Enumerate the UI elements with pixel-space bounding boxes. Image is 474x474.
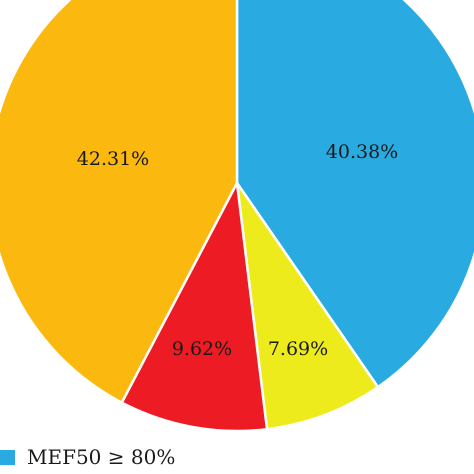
pie-slice-42-31 — [0, 0, 239, 405]
legend: MEF50 ≥ 80% — [0, 444, 175, 470]
pie-slice-7-69 — [235, 182, 380, 431]
pie-slice-9-62 — [120, 178, 269, 433]
data-label-7-69: 7.69% — [268, 338, 328, 360]
pie-slices — [0, 0, 474, 433]
data-label-42-31: 42.31% — [77, 148, 149, 170]
legend-label-mef50: MEF50 ≥ 80% — [27, 445, 176, 469]
legend-swatch-mef50 — [0, 449, 15, 465]
pie-labels: 40.38% 7.69% 9.62% 42.31% — [77, 141, 398, 360]
data-label-40-38: 40.38% — [326, 141, 398, 163]
data-label-9-62: 9.62% — [172, 338, 232, 360]
